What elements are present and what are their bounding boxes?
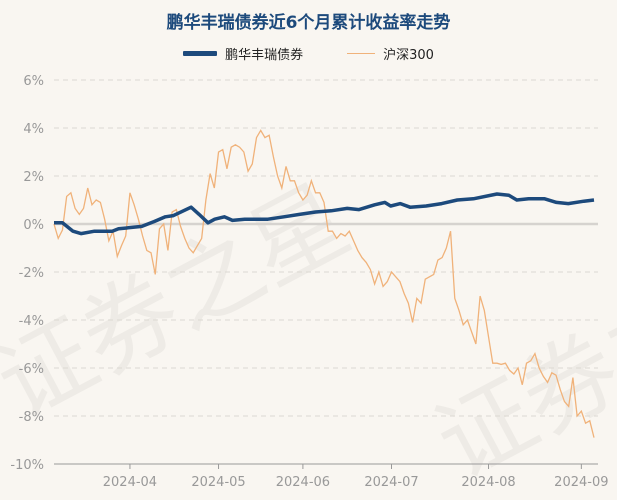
y-tick-label: -10%	[10, 458, 44, 473]
y-tick-label: -4%	[19, 314, 44, 329]
legend: 鹏华丰瑞债券 沪深300	[0, 44, 617, 63]
legend-label-fund: 鹏华丰瑞债券	[225, 48, 304, 63]
y-tick-label: 0%	[23, 218, 44, 233]
watermark-text: 证券之星	[0, 165, 366, 441]
series-line-hs300	[53, 129, 595, 438]
legend-swatch-hs300	[347, 52, 376, 55]
legend-item-hs300[interactable]: 沪深300	[347, 44, 434, 63]
x-tick-label: 2024-09	[554, 475, 608, 490]
x-tick-label: 2024-05	[191, 475, 245, 490]
y-tick-label: 6%	[23, 74, 44, 89]
y-tick-label: -8%	[19, 410, 44, 425]
y-tick-label: 2%	[23, 170, 44, 185]
x-tick-label: 2024-08	[461, 475, 515, 490]
x-tick-label: 2024-04	[103, 475, 157, 490]
x-tick-label: 2024-06	[276, 475, 330, 490]
y-tick-label: -6%	[19, 362, 44, 377]
x-axis: 2024-04 2024-05 2024-06 2024-07 2024-08 2024-…	[54, 463, 609, 490]
chart-title: 鹏华丰瑞债券近6个月累计收益率走势	[166, 13, 451, 33]
legend-swatch-fund	[183, 51, 218, 56]
y-tick-label: 4%	[23, 122, 44, 137]
y-axis: 6% 4% 2% 0% -2% -4% -6% -8% -10%	[10, 74, 44, 473]
x-tick-label: 2024-07	[364, 475, 418, 490]
watermark-text: 证券之星	[419, 225, 617, 500]
legend-label-hs300: 沪深300	[383, 48, 434, 63]
y-tick-label: -2%	[19, 266, 44, 281]
legend-item-fund[interactable]: 鹏华丰瑞债券	[183, 44, 303, 63]
series-lines	[53, 129, 595, 438]
watermark: 证券之星 证券之星	[0, 165, 617, 500]
series-line-fund	[54, 192, 595, 236]
